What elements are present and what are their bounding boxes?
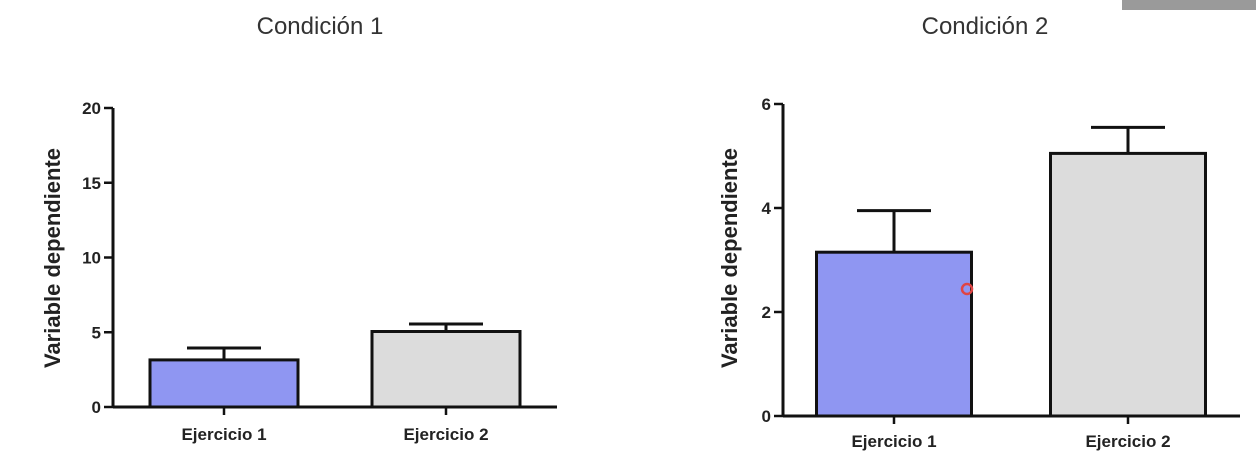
x-tick-label: Ejercicio 2 bbox=[403, 425, 488, 444]
error-bar-2 bbox=[409, 322, 483, 332]
y-tick-label: 20 bbox=[82, 99, 101, 118]
bar-2 bbox=[1049, 151, 1207, 418]
x-tick-label: Ejercicio 1 bbox=[851, 432, 936, 451]
y-tick-label: 0 bbox=[762, 407, 771, 426]
mouse-pointer-marker bbox=[960, 282, 974, 296]
error-bar-1 bbox=[857, 209, 931, 253]
bar-1 bbox=[815, 250, 973, 418]
y-axis-label: Variable dependiente bbox=[40, 148, 65, 368]
y-tick-label: 10 bbox=[82, 249, 101, 268]
y-tick-label: 6 bbox=[762, 95, 771, 114]
y-axis-label: Variable dependiente bbox=[717, 148, 742, 368]
error-bar-2 bbox=[1091, 125, 1165, 154]
x-tick-label: Ejercicio 2 bbox=[1085, 432, 1170, 451]
error-bar-1 bbox=[187, 346, 261, 360]
x-tick-label: Ejercicio 1 bbox=[181, 425, 266, 444]
chart-title: Condición 1 bbox=[257, 13, 384, 40]
y-tick-label: 2 bbox=[762, 303, 771, 322]
chart-title: Condición 2 bbox=[922, 13, 1049, 40]
y-tick-label: 15 bbox=[82, 174, 101, 193]
chart-condicion-1: Condición 1 Variable dependiente Ejercic… bbox=[40, 13, 557, 444]
y-tick-label: 4 bbox=[762, 199, 772, 218]
plot-area: Ejercicio 1 Ejercicio 2 0 5 10 15 20 bbox=[82, 99, 557, 444]
bar-2 bbox=[370, 330, 522, 409]
y-tick-label: 5 bbox=[92, 323, 101, 342]
chart-condicion-2: Condición 2 Variable dependiente Ejercic… bbox=[717, 13, 1240, 451]
plot-area: Ejercicio 1 Ejercicio 2 0 2 4 6 bbox=[762, 95, 1240, 451]
y-tick-label: 0 bbox=[92, 398, 101, 417]
webcam-overlay bbox=[1122, 0, 1256, 10]
bar-1 bbox=[148, 358, 300, 409]
